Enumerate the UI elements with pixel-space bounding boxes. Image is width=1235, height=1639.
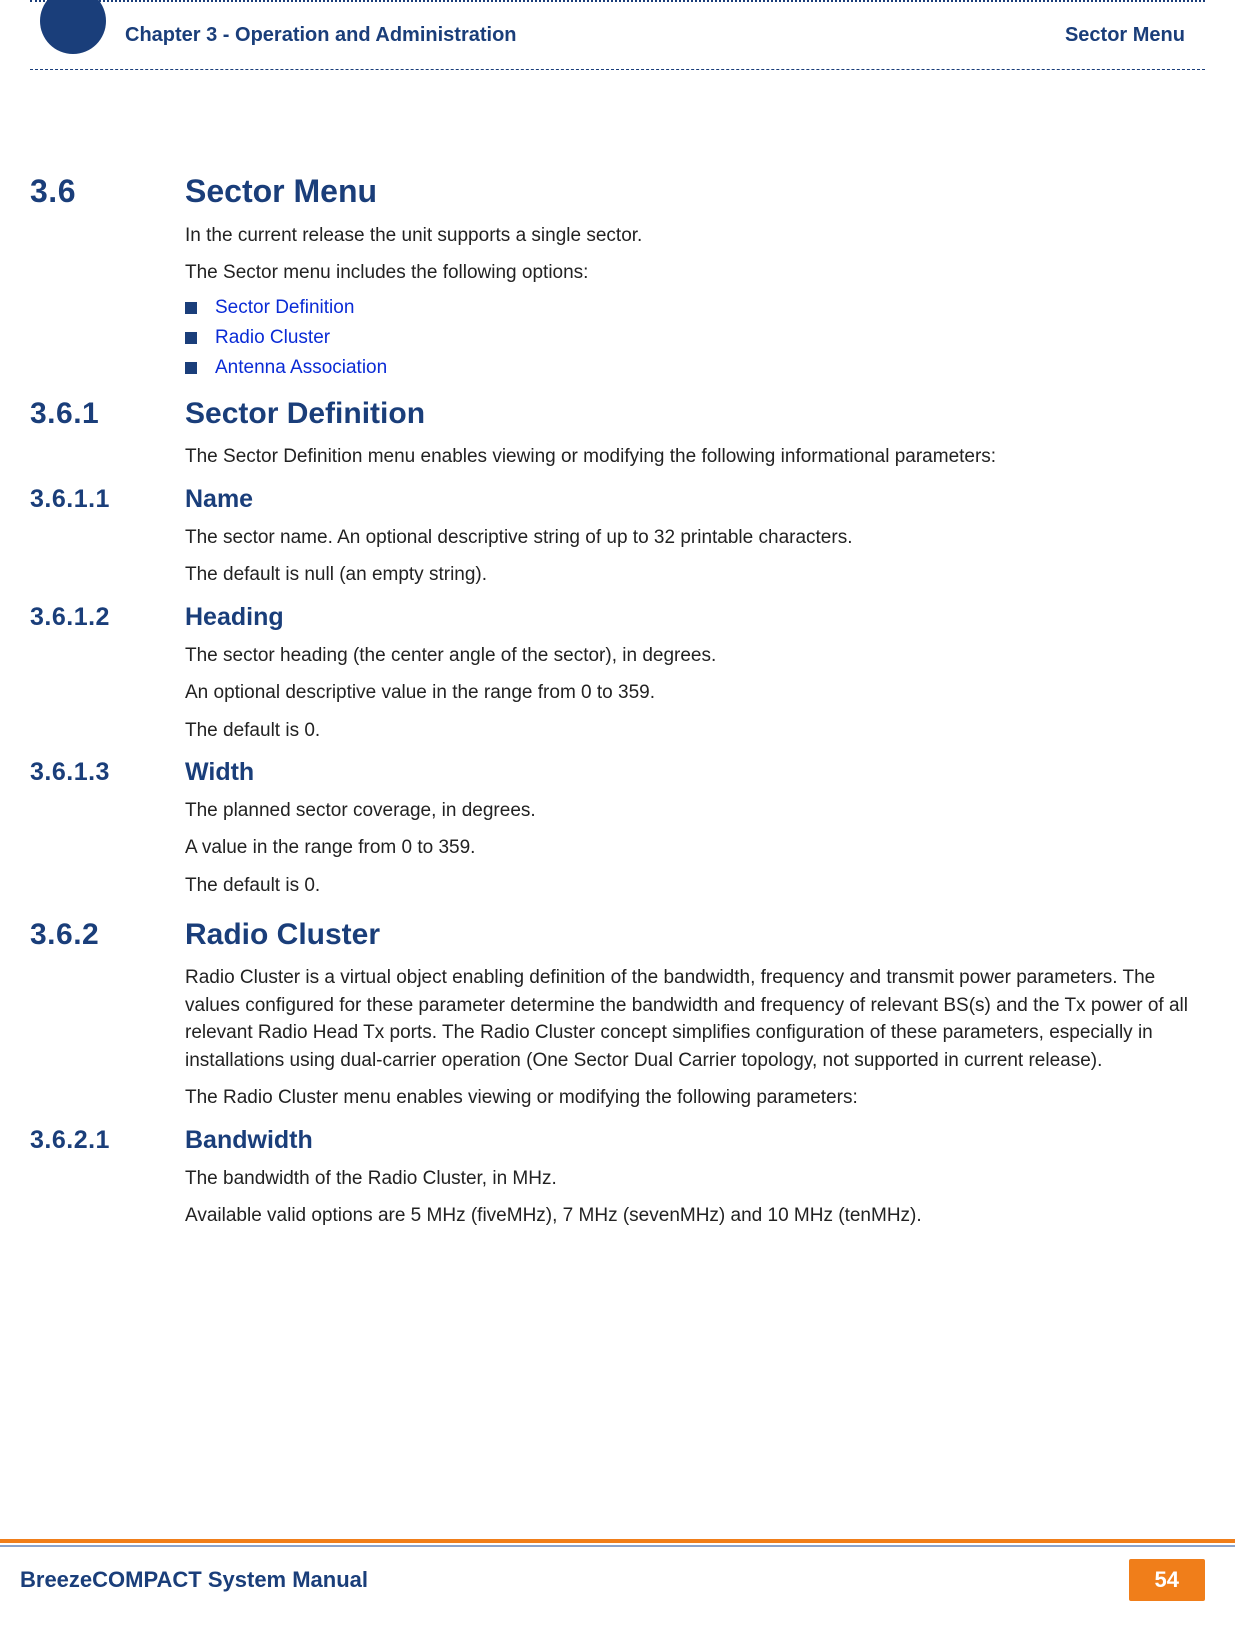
- body-text: The Sector Definition menu enables viewi…: [185, 443, 1205, 471]
- body-text: The planned sector coverage, in degrees.: [185, 797, 1205, 825]
- square-bullet-icon: [185, 302, 197, 314]
- heading-title: Radio Cluster: [185, 918, 1205, 953]
- body-text: The default is 0.: [185, 872, 1205, 900]
- body-text: The default is null (an empty string).: [185, 561, 1205, 589]
- heading-title: Sector Menu: [185, 173, 1205, 210]
- page-content: 3.6 Sector Menu In the current release t…: [30, 155, 1205, 1240]
- heading-number: 3.6: [30, 173, 185, 210]
- heading-number: 3.6.2: [30, 918, 185, 953]
- body-text: Radio Cluster is a virtual object enabli…: [185, 964, 1205, 1074]
- list-item: Sector Definition: [185, 297, 1205, 319]
- heading-number: 3.6.1.1: [30, 485, 185, 514]
- heading-3-6-2: 3.6.2 Radio Cluster: [30, 918, 1205, 953]
- body-text: The Sector menu includes the following o…: [185, 259, 1205, 287]
- document-page: Chapter 3 - Operation and Administration…: [0, 0, 1235, 1639]
- heading-number: 3.6.1: [30, 397, 185, 432]
- heading-number: 3.6.1.2: [30, 603, 185, 632]
- footer-rule-orange: [0, 1539, 1235, 1543]
- heading-3-6-2-1: 3.6.2.1 Bandwidth: [30, 1126, 1205, 1155]
- heading-title: Name: [185, 485, 1205, 514]
- header-section-title: Sector Menu: [1065, 24, 1185, 47]
- body-text: The default is 0.: [185, 717, 1205, 745]
- heading-title: Sector Definition: [185, 397, 1205, 432]
- header-circle-icon: [40, 0, 106, 54]
- list-item: Antenna Association: [185, 357, 1205, 379]
- heading-number: 3.6.1.3: [30, 758, 185, 787]
- heading-3-6-1: 3.6.1 Sector Definition: [30, 397, 1205, 432]
- body-text: In the current release the unit supports…: [185, 222, 1205, 250]
- page-footer: BreezeCOMPACT System Manual 54: [0, 1557, 1235, 1603]
- bullet-list: Sector Definition Radio Cluster Antenna …: [185, 297, 1205, 379]
- page-header: Chapter 3 - Operation and Administration…: [30, 0, 1205, 70]
- page-number: 54: [1129, 1559, 1205, 1601]
- link-sector-definition[interactable]: Sector Definition: [215, 297, 354, 319]
- body-text: The bandwidth of the Radio Cluster, in M…: [185, 1165, 1205, 1193]
- heading-3-6-1-3: 3.6.1.3 Width: [30, 758, 1205, 787]
- heading-3-6: 3.6 Sector Menu: [30, 173, 1205, 210]
- heading-3-6-1-1: 3.6.1.1 Name: [30, 485, 1205, 514]
- footer-manual-title: BreezeCOMPACT System Manual: [20, 1567, 368, 1593]
- square-bullet-icon: [185, 332, 197, 344]
- heading-title: Bandwidth: [185, 1126, 1205, 1155]
- footer-rule-blue: [0, 1545, 1235, 1547]
- square-bullet-icon: [185, 362, 197, 374]
- heading-number: 3.6.2.1: [30, 1126, 185, 1155]
- link-radio-cluster[interactable]: Radio Cluster: [215, 327, 330, 349]
- body-text: The Radio Cluster menu enables viewing o…: [185, 1084, 1205, 1112]
- heading-title: Heading: [185, 603, 1205, 632]
- body-text: A value in the range from 0 to 359.: [185, 834, 1205, 862]
- heading-3-6-1-2: 3.6.1.2 Heading: [30, 603, 1205, 632]
- body-text: The sector name. An optional descriptive…: [185, 524, 1205, 552]
- link-antenna-association[interactable]: Antenna Association: [215, 357, 387, 379]
- body-text: Available valid options are 5 MHz (fiveM…: [185, 1202, 1205, 1230]
- header-chapter-title: Chapter 3 - Operation and Administration: [125, 24, 517, 47]
- list-item: Radio Cluster: [185, 327, 1205, 349]
- body-text: The sector heading (the center angle of …: [185, 642, 1205, 670]
- heading-title: Width: [185, 758, 1205, 787]
- body-text: An optional descriptive value in the ran…: [185, 679, 1205, 707]
